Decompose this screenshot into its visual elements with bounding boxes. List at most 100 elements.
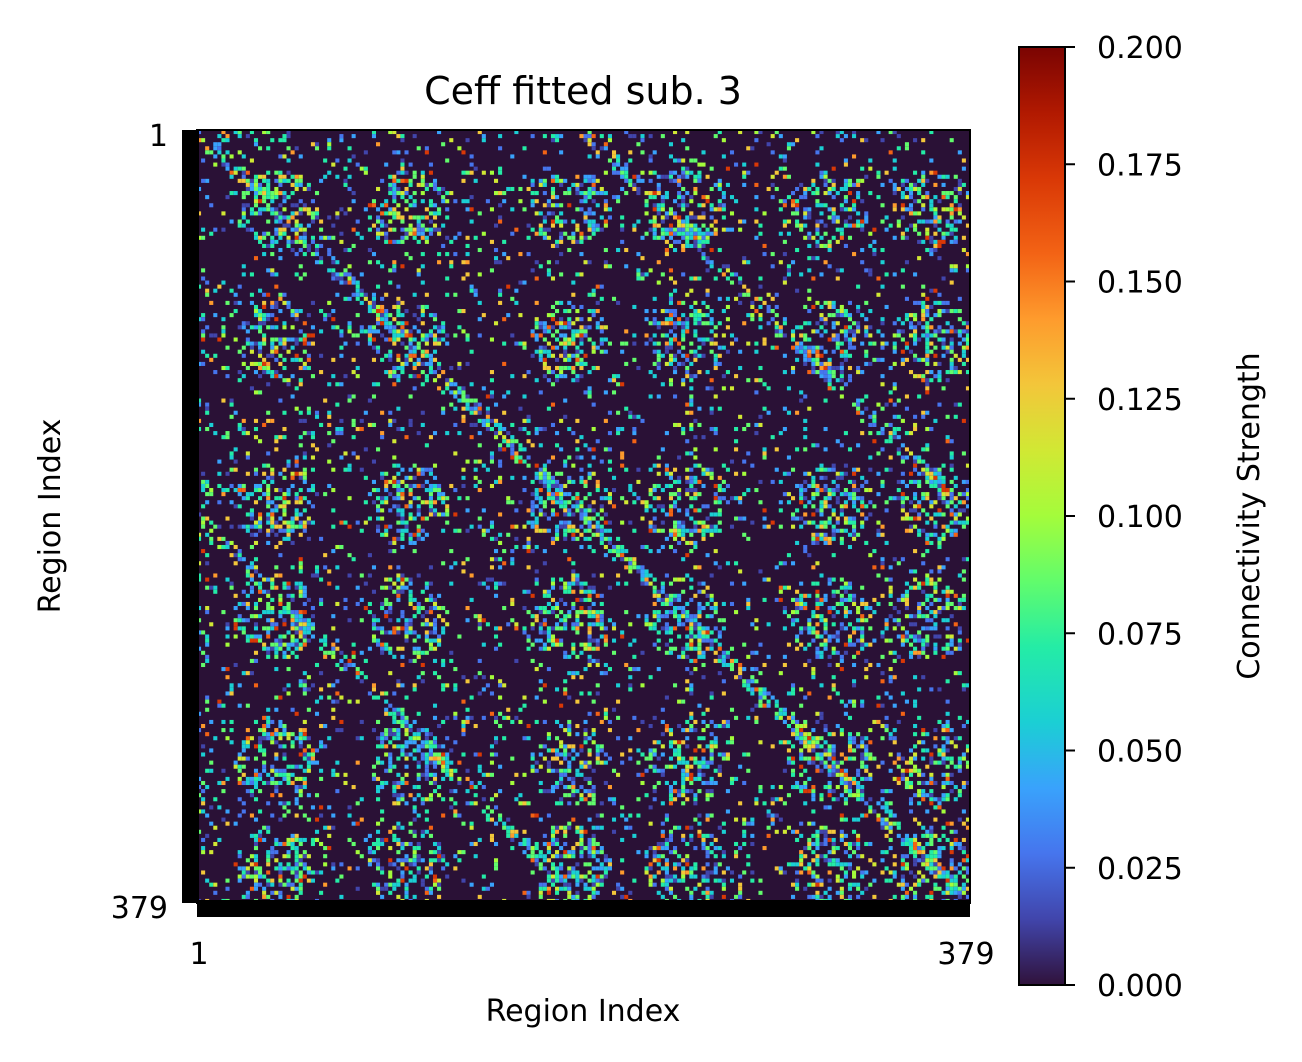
heatmap-cell — [819, 243, 824, 248]
heatmap-cell — [611, 150, 617, 155]
heatmap-cell — [290, 374, 295, 379]
heatmap-cell — [750, 300, 755, 305]
heatmap-cell — [559, 321, 564, 326]
heatmap-cell — [628, 414, 633, 419]
heatmap-cell — [249, 349, 254, 354]
heatmap-cell — [266, 516, 271, 521]
heatmap-cell — [839, 601, 844, 607]
heatmap-cell — [563, 398, 568, 403]
heatmap-cell — [229, 313, 234, 318]
heatmap-cell — [449, 402, 454, 407]
heatmap-cell — [811, 443, 816, 448]
heatmap-cell — [428, 471, 433, 476]
heatmap-cell — [274, 374, 279, 379]
heatmap-cell — [636, 565, 641, 570]
heatmap-cell — [550, 540, 556, 545]
heatmap-cell — [758, 365, 763, 371]
heatmap-cell — [933, 219, 938, 224]
heatmap-cell — [327, 313, 332, 318]
heatmap-cell — [437, 365, 442, 371]
heatmap-cell — [205, 500, 210, 505]
heatmap-cell — [587, 504, 592, 509]
heatmap-cell — [856, 443, 861, 448]
heatmap-cell — [815, 483, 820, 489]
heatmap-cell — [717, 500, 722, 505]
heatmap-cell — [689, 496, 694, 501]
heatmap-cell — [921, 459, 926, 464]
heatmap-cell — [762, 252, 767, 257]
heatmap-cell — [640, 516, 645, 521]
heatmap-cell — [555, 471, 560, 476]
heatmap-cell — [839, 512, 844, 517]
heatmap-cell — [343, 182, 348, 187]
heatmap-cell — [933, 215, 938, 220]
heatmap-cell — [953, 186, 958, 192]
heatmap-cell — [245, 528, 250, 533]
heatmap-cell — [278, 138, 283, 143]
heatmap-cell — [701, 532, 706, 537]
heatmap-cell — [803, 512, 808, 517]
heatmap-cell — [742, 260, 747, 265]
heatmap-cell — [591, 426, 596, 432]
heatmap-cell — [384, 577, 389, 582]
heatmap-cell — [668, 597, 674, 602]
heatmap-cell — [933, 329, 938, 334]
heatmap-cell — [245, 492, 250, 497]
heatmap-cell — [762, 341, 767, 346]
heatmap-cell — [237, 178, 242, 183]
heatmap-cell — [677, 593, 682, 598]
heatmap-cell — [559, 370, 564, 375]
heatmap-cell — [583, 174, 588, 179]
heatmap-cell — [839, 386, 844, 391]
heatmap-cell — [668, 353, 674, 358]
heatmap-cell — [384, 235, 389, 240]
heatmap-cell — [685, 130, 690, 135]
heatmap-cell — [481, 463, 486, 468]
heatmap-cell — [294, 455, 299, 460]
heatmap-cell — [233, 130, 238, 135]
heatmap-cell — [278, 296, 283, 301]
heatmap-cell — [538, 227, 543, 232]
heatmap-cell — [949, 496, 954, 501]
heatmap-cell — [843, 382, 848, 387]
heatmap-cell — [461, 199, 466, 204]
heatmap-cell — [957, 186, 962, 192]
heatmap-cell — [839, 593, 844, 598]
heatmap-cell — [400, 191, 405, 196]
heatmap-cell — [799, 488, 804, 493]
heatmap-cell — [274, 349, 279, 354]
heatmap-cell — [465, 333, 470, 338]
heatmap-cell — [823, 426, 828, 432]
heatmap-cell — [673, 158, 678, 163]
heatmap-cell — [437, 341, 442, 346]
heatmap-cell — [864, 394, 869, 399]
heatmap-cell — [380, 223, 385, 228]
heatmap-cell — [310, 443, 315, 448]
heatmap-cell — [473, 483, 478, 489]
heatmap-cell — [913, 455, 918, 460]
heatmap-cell — [319, 235, 324, 240]
heatmap-cell — [937, 227, 942, 232]
heatmap-cell — [803, 353, 808, 358]
heatmap-cell — [583, 581, 588, 586]
heatmap-cell — [925, 475, 930, 480]
heatmap-cell — [404, 345, 409, 350]
heatmap-cell — [396, 573, 401, 578]
heatmap-cell — [310, 435, 315, 440]
heatmap-cell — [205, 146, 210, 151]
heatmap-cell — [258, 317, 263, 322]
heatmap-cell — [498, 170, 503, 175]
heatmap-cell — [758, 569, 763, 574]
heatmap-cell — [400, 158, 405, 163]
heatmap-cell — [400, 333, 405, 338]
heatmap-cell — [632, 431, 637, 436]
heatmap-cell — [416, 573, 421, 578]
heatmap-cell — [925, 447, 930, 452]
heatmap-cell — [376, 207, 381, 212]
heatmap-cell — [404, 483, 409, 489]
heatmap-cell — [827, 488, 832, 493]
heatmap-cell — [611, 549, 617, 554]
heatmap-cell — [253, 256, 259, 261]
heatmap-cell — [823, 593, 828, 598]
heatmap-cell — [856, 406, 861, 411]
